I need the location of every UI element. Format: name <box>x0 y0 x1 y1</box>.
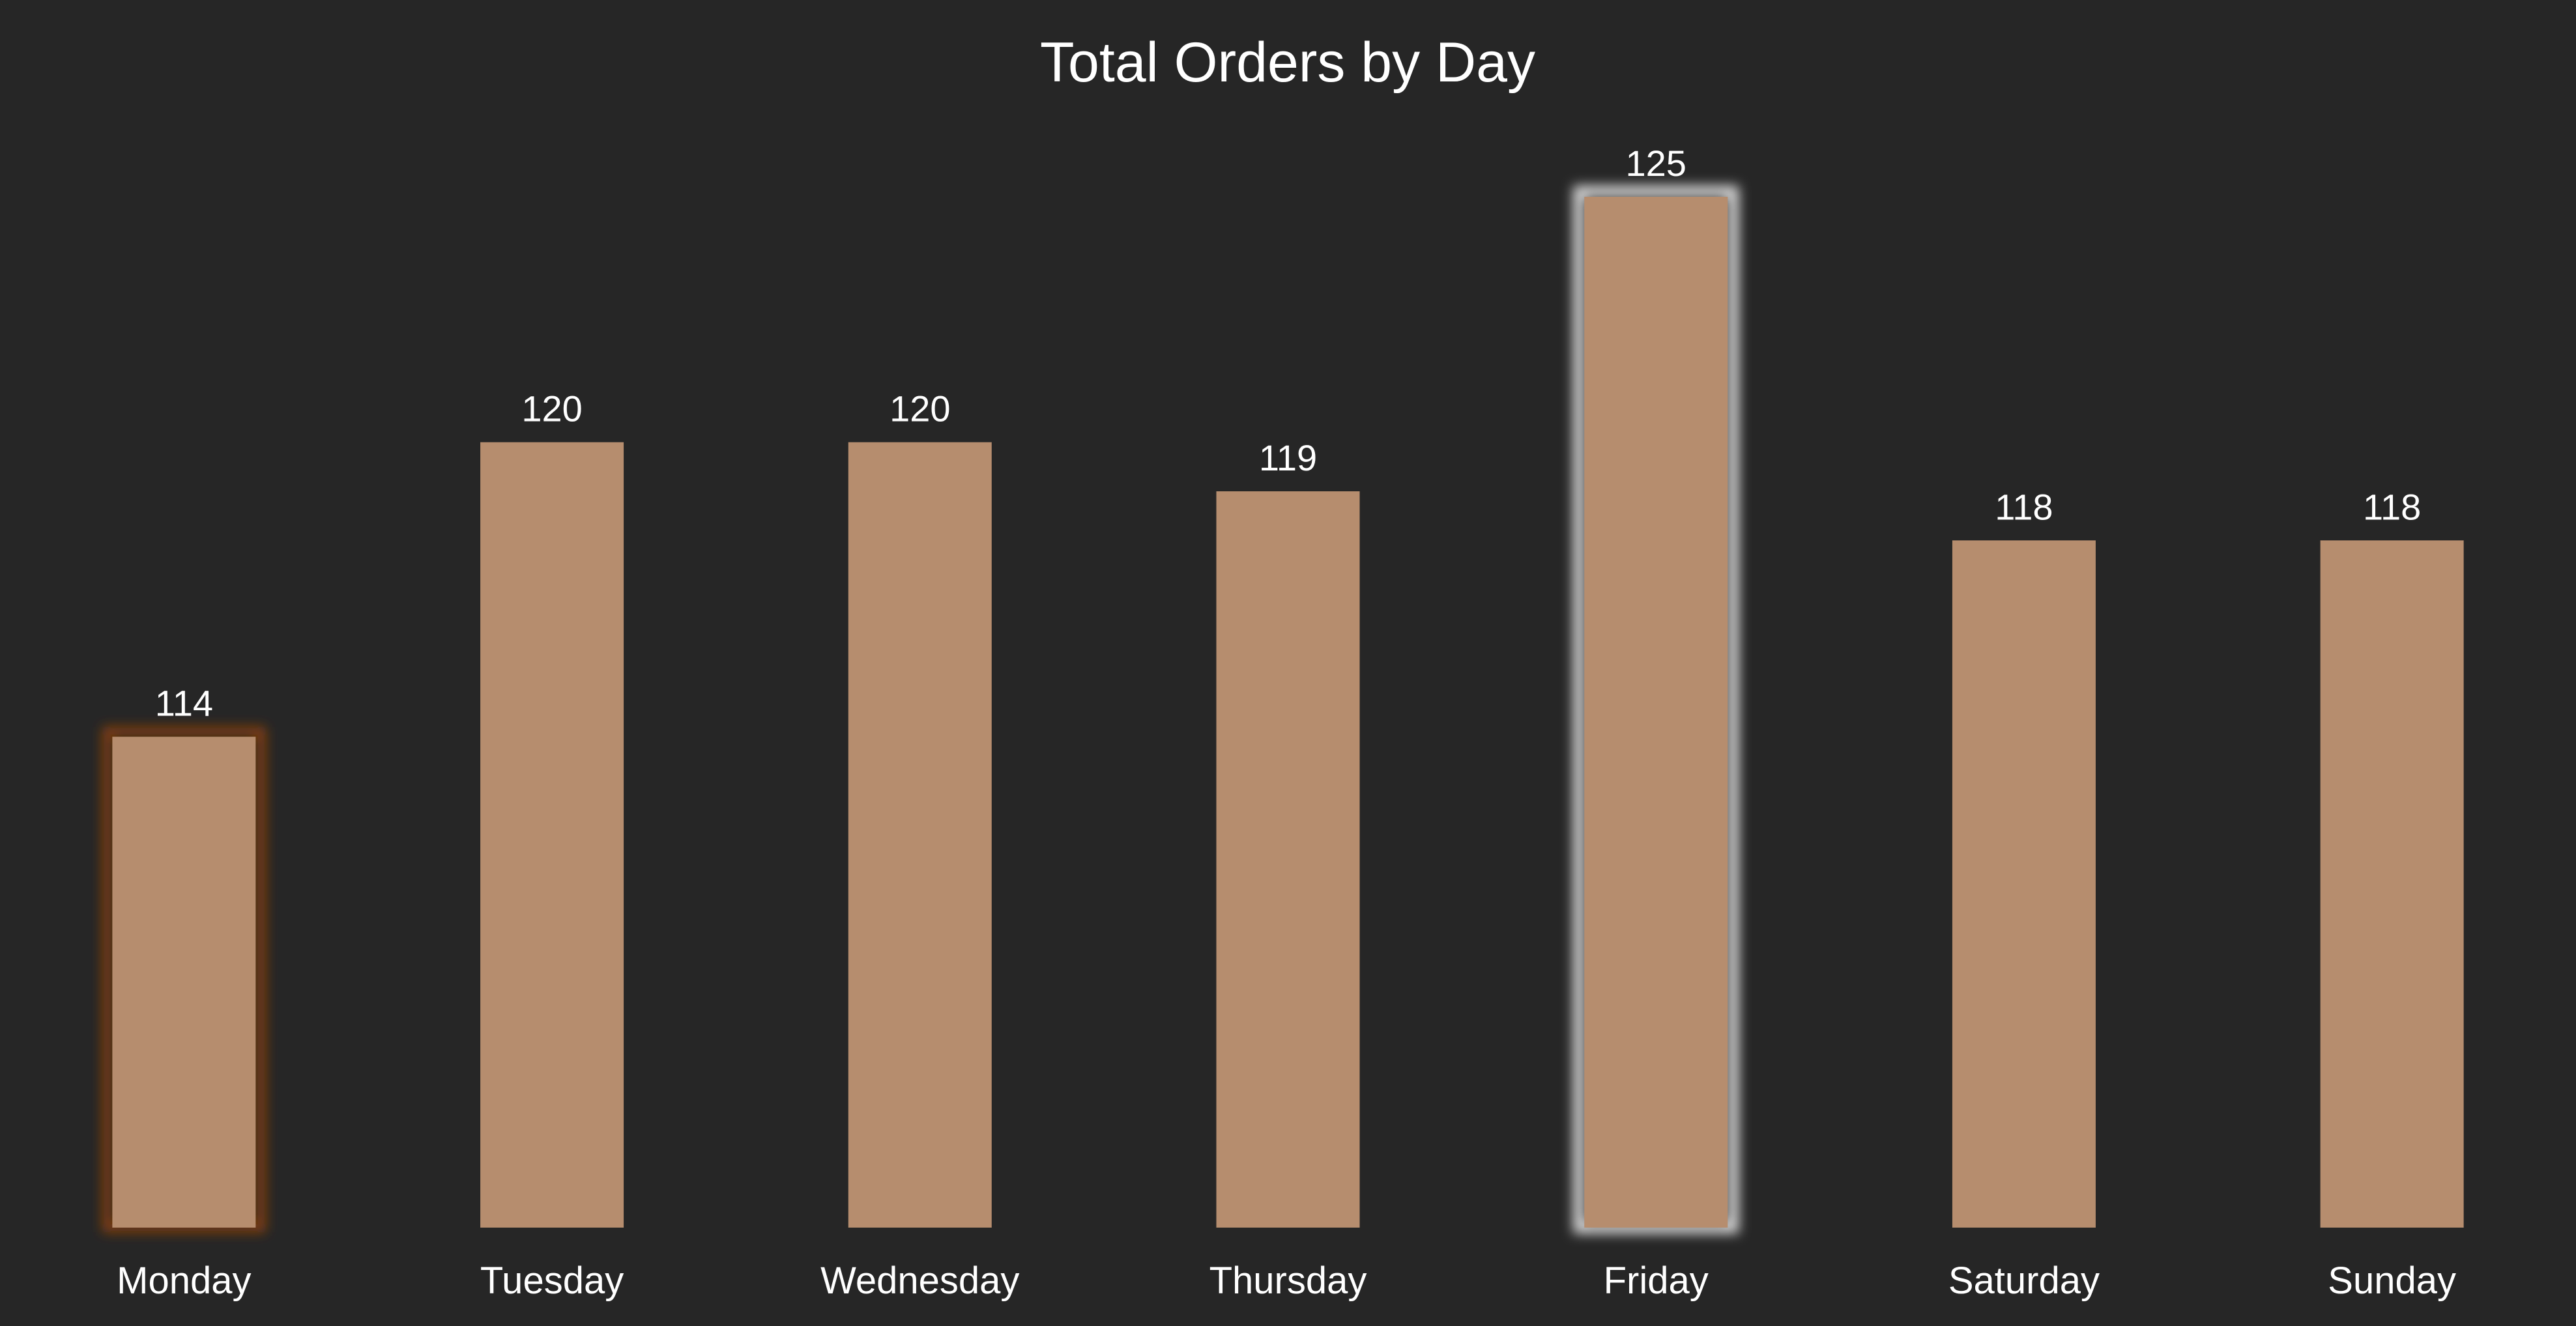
bar-friday <box>1584 197 1728 1228</box>
data-label-saturday: 118 <box>1995 486 2053 527</box>
x-tick-label-monday: Monday <box>117 1260 251 1302</box>
data-label-monday: 114 <box>155 683 213 724</box>
x-tick-label-saturday: Saturday <box>1948 1260 2100 1302</box>
data-label-friday: 125 <box>1625 143 1686 184</box>
bar-thursday <box>1217 491 1360 1228</box>
bar-sunday <box>2321 540 2464 1228</box>
bar-saturday <box>1952 540 2096 1228</box>
chart-title: Total Orders by Day <box>1040 31 1535 94</box>
x-tick-label-thursday: Thursday <box>1209 1260 1367 1302</box>
data-label-sunday: 118 <box>2363 486 2421 527</box>
x-tick-label-friday: Friday <box>1604 1260 1709 1302</box>
bar-monday <box>112 737 255 1228</box>
data-label-tuesday: 120 <box>521 388 582 429</box>
data-label-thursday: 119 <box>1259 437 1317 478</box>
bar-tuesday <box>480 442 624 1228</box>
x-tick-label-wednesday: Wednesday <box>820 1260 1019 1302</box>
x-tick-label-tuesday: Tuesday <box>480 1260 624 1302</box>
bar-wednesday <box>848 442 992 1228</box>
data-label-wednesday: 120 <box>890 388 950 429</box>
x-tick-label-sunday: Sunday <box>2328 1260 2456 1302</box>
